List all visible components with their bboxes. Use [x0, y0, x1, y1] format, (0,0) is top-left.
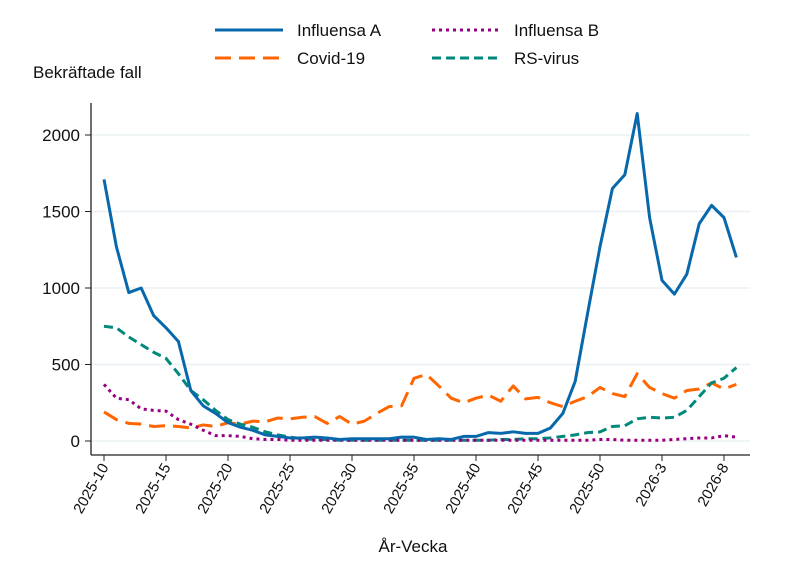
- y-tick-label: 500: [52, 356, 80, 375]
- legend-label: Covid-19: [297, 49, 365, 68]
- y-tick-label: 1000: [42, 279, 80, 298]
- y-tick-label: 1500: [42, 203, 80, 222]
- x-tick-label: 2025-30: [318, 461, 360, 517]
- y-tick-label: 0: [71, 432, 80, 451]
- y-axis-label: Bekräftade fall: [33, 63, 142, 82]
- x-tick-label: 2025-10: [70, 461, 112, 517]
- x-tick-label: 2025-40: [442, 461, 484, 517]
- y-tick-label: 2000: [42, 126, 80, 145]
- legend-label: RS-virus: [514, 49, 579, 68]
- x-tick-label: 2025-20: [194, 461, 236, 517]
- series-line-covid-19: [103, 372, 737, 430]
- series-line-rs-virus: [103, 324, 738, 442]
- x-tick-label: 2025-35: [380, 461, 422, 517]
- series-line-influensa-b: [102, 383, 737, 442]
- x-tick-label: 2025-45: [504, 461, 546, 517]
- x-tick-label: 2025-50: [566, 461, 608, 517]
- legend-label: Influensa A: [297, 21, 382, 40]
- x-tick-label: 2025-15: [132, 461, 174, 517]
- x-tick-label: 2026-3: [632, 461, 670, 510]
- x-axis-label: År-Vecka: [379, 537, 449, 556]
- series-line-influensa-a: [102, 112, 738, 441]
- x-tick-label: 2026-8: [694, 461, 732, 510]
- x-tick-label: 2025-25: [256, 461, 298, 517]
- legend-label: Influensa B: [514, 21, 599, 40]
